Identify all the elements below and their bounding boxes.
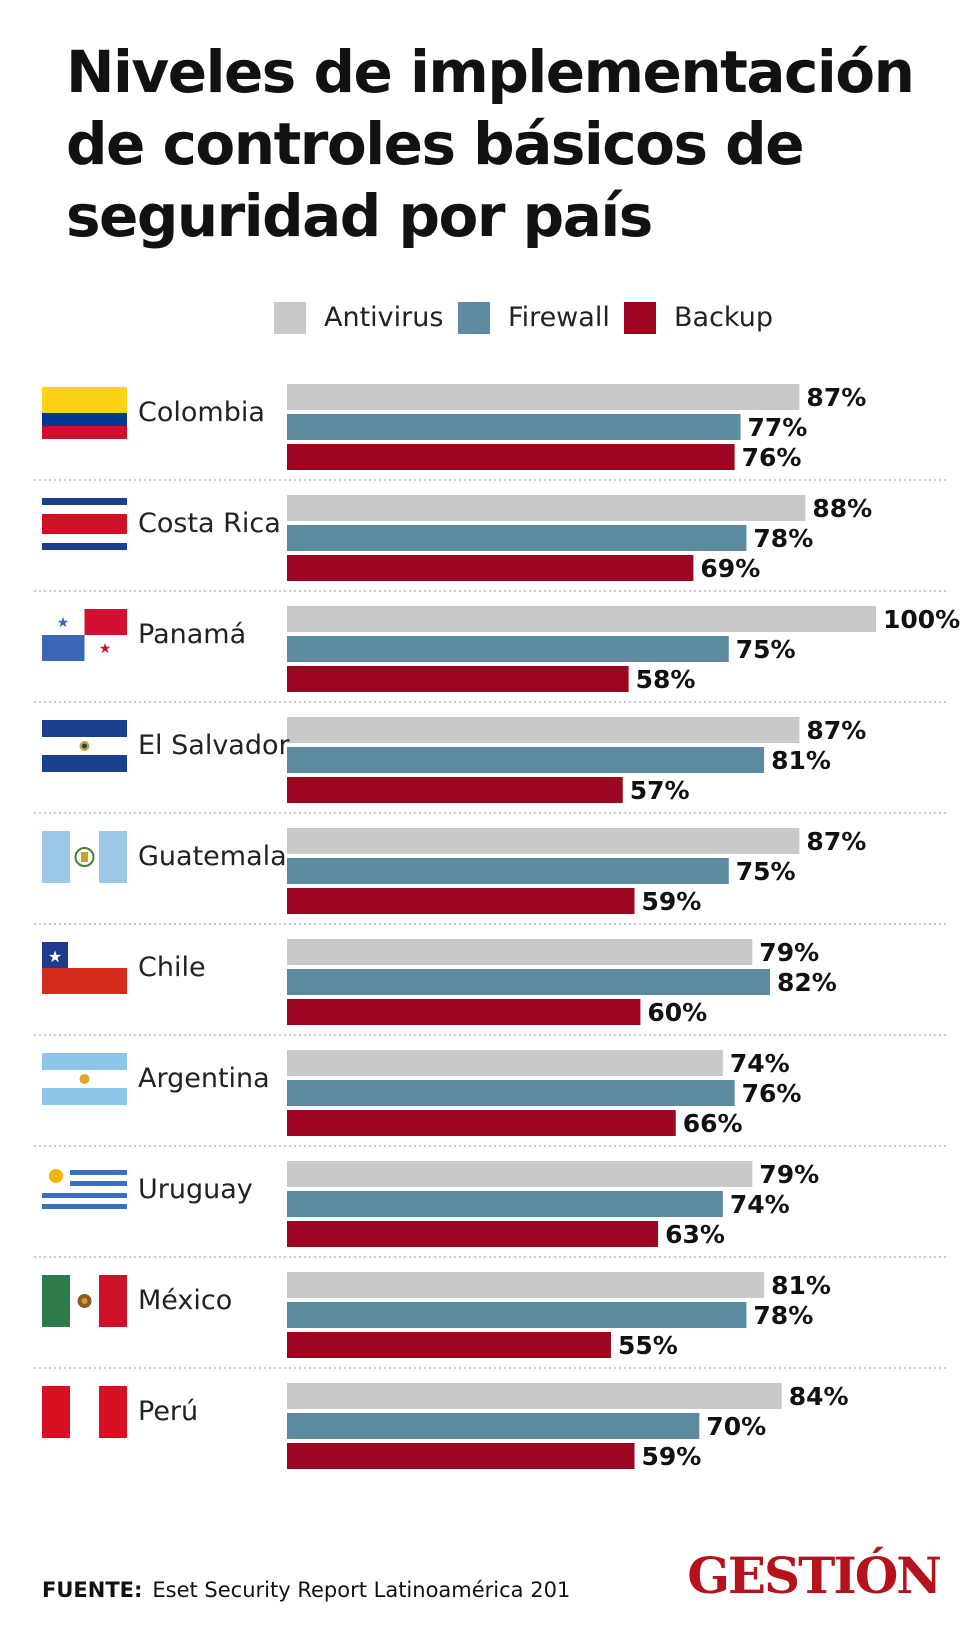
chart-title: Niveles de implementación de controles b… — [66, 38, 915, 250]
value-label-firewall-peru: 70% — [706, 1412, 766, 1441]
value-label-antivirus-argentina: 74% — [730, 1049, 790, 1078]
value-label-antivirus-chile: 79% — [759, 938, 819, 967]
bar-firewall-argentina — [287, 1080, 735, 1106]
value-label-backup-peru: 59% — [642, 1442, 702, 1471]
value-label-backup-uruguay: 63% — [665, 1220, 725, 1249]
country-label-panama: Panamá — [138, 619, 247, 650]
bar-antivirus-costa-rica — [287, 495, 806, 521]
legend-label-antivirus: Antivirus — [324, 302, 444, 333]
value-label-antivirus-guatemala: 87% — [806, 827, 866, 856]
value-label-firewall-chile: 82% — [777, 968, 837, 997]
legend-label-backup: Backup — [674, 302, 773, 333]
bar-antivirus-peru — [287, 1383, 782, 1409]
bar-antivirus-chile — [287, 939, 753, 965]
guatemala-flag-icon — [42, 831, 127, 883]
value-label-backup-el-salvador: 57% — [630, 776, 690, 805]
source-label: FUENTE: — [42, 1578, 143, 1602]
bar-backup-el-salvador — [287, 777, 623, 803]
legend: Antivirus Firewall Backup — [0, 300, 980, 340]
country-label-mexico: México — [138, 1285, 233, 1316]
bar-backup-argentina — [287, 1110, 676, 1136]
value-label-firewall-argentina: 76% — [742, 1079, 802, 1108]
country-label-guatemala: Guatemala — [138, 841, 287, 872]
legend-swatch-antivirus — [274, 302, 306, 334]
value-label-backup-colombia: 76% — [742, 443, 802, 472]
legend-label-firewall: Firewall — [508, 302, 610, 333]
country-label-argentina: Argentina — [138, 1063, 270, 1094]
bar-firewall-el-salvador — [287, 747, 765, 773]
bar-antivirus-el-salvador — [287, 717, 800, 743]
bar-firewall-mexico — [287, 1302, 747, 1328]
costa-rica-flag-icon — [42, 498, 127, 550]
value-label-backup-costa-rica: 69% — [700, 554, 760, 583]
bar-backup-costa-rica — [287, 555, 694, 581]
country-label-chile: Chile — [138, 952, 206, 983]
bar-firewall-guatemala — [287, 858, 729, 884]
bar-backup-guatemala — [287, 888, 635, 914]
bar-antivirus-guatemala — [287, 828, 800, 854]
svg-text:★: ★ — [57, 615, 70, 631]
bar-backup-chile — [287, 999, 641, 1025]
value-label-firewall-mexico: 78% — [753, 1301, 813, 1330]
brand-logo: GESTIÓN — [687, 1546, 942, 1605]
bar-firewall-chile — [287, 969, 770, 995]
value-label-firewall-guatemala: 75% — [736, 857, 796, 886]
value-label-antivirus-mexico: 81% — [771, 1271, 831, 1300]
source-text: Eset Security Report Latinoamérica 201 — [152, 1578, 571, 1602]
value-label-backup-panama: 58% — [636, 665, 696, 694]
value-label-backup-guatemala: 59% — [642, 887, 702, 916]
colombia-flag-icon — [42, 387, 127, 439]
country-label-colombia: Colombia — [138, 397, 265, 428]
value-label-firewall-el-salvador: 81% — [771, 746, 831, 775]
bar-antivirus-argentina — [287, 1050, 723, 1076]
legend-swatch-backup — [624, 302, 656, 334]
value-label-antivirus-colombia: 87% — [806, 383, 866, 412]
bar-firewall-costa-rica — [287, 525, 747, 551]
mexico-flag-icon — [42, 1275, 127, 1327]
bar-antivirus-uruguay — [287, 1161, 753, 1187]
argentina-flag-icon — [42, 1053, 127, 1105]
value-label-antivirus-el-salvador: 87% — [806, 716, 866, 745]
bar-backup-peru — [287, 1443, 635, 1469]
country-label-costa-rica: Costa Rica — [138, 508, 281, 539]
bar-antivirus-panama — [287, 606, 876, 632]
svg-text:★: ★ — [99, 641, 112, 657]
bar-firewall-uruguay — [287, 1191, 723, 1217]
value-label-backup-chile: 60% — [647, 998, 707, 1027]
bar-backup-panama — [287, 666, 629, 692]
value-label-firewall-costa-rica: 78% — [753, 524, 813, 553]
country-label-peru: Perú — [138, 1396, 199, 1427]
value-label-antivirus-uruguay: 79% — [759, 1160, 819, 1189]
country-label-uruguay: Uruguay — [138, 1174, 253, 1205]
legend-swatch-firewall — [458, 302, 490, 334]
value-label-firewall-panama: 75% — [736, 635, 796, 664]
bar-backup-uruguay — [287, 1221, 659, 1247]
el-salvador-flag-icon — [42, 720, 127, 772]
bar-firewall-peru — [287, 1413, 700, 1439]
value-label-antivirus-panama: 100% — [883, 605, 960, 634]
bar-firewall-panama — [287, 636, 729, 662]
uruguay-flag-icon — [42, 1164, 127, 1216]
peru-flag-icon — [42, 1386, 127, 1438]
source-note: FUENTE: Eset Security Report Latinoaméric… — [42, 1578, 570, 1602]
bar-backup-mexico — [287, 1332, 611, 1358]
bar-antivirus-colombia — [287, 384, 800, 410]
country-label-el-salvador: El Salvador — [138, 730, 290, 761]
bar-backup-colombia — [287, 444, 735, 470]
value-label-antivirus-costa-rica: 88% — [812, 494, 872, 523]
value-label-backup-argentina: 66% — [683, 1109, 743, 1138]
value-label-backup-mexico: 55% — [618, 1331, 678, 1360]
bar-firewall-colombia — [287, 414, 741, 440]
value-label-firewall-uruguay: 74% — [730, 1190, 790, 1219]
value-label-antivirus-peru: 84% — [789, 1382, 849, 1411]
panama-flag-icon: ★ ★ — [42, 609, 127, 661]
chile-flag-icon: ★ — [42, 942, 127, 994]
bar-antivirus-mexico — [287, 1272, 765, 1298]
svg-text:★: ★ — [48, 947, 62, 966]
value-label-firewall-colombia: 77% — [748, 413, 808, 442]
